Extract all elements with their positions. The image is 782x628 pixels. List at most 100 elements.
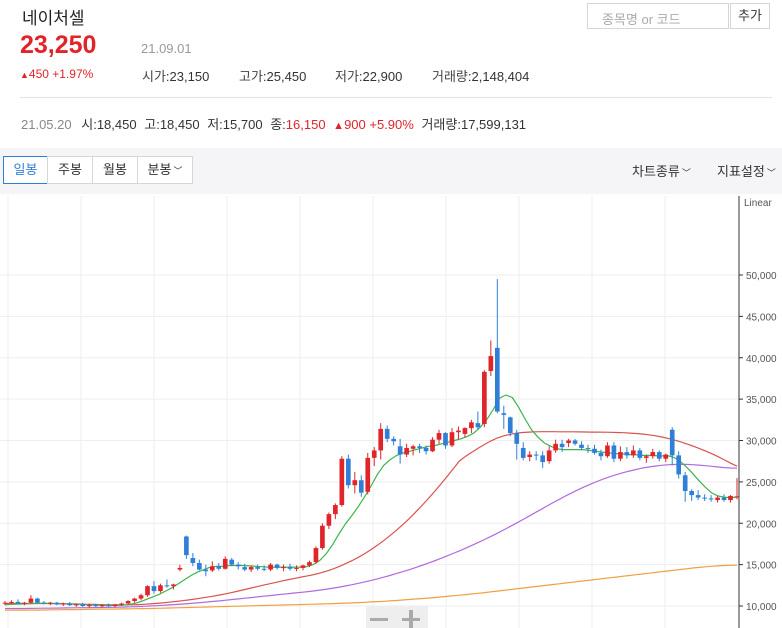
hover-volume-label: 거래량: [421, 117, 458, 132]
candle-body: [67, 603, 73, 606]
candle-body: [274, 564, 280, 568]
candle: [190, 553, 196, 567]
candle-body: [501, 413, 507, 415]
candle: [371, 447, 377, 467]
candle: [54, 601, 60, 606]
candle-body: [397, 446, 403, 455]
chart-type-menu[interactable]: 차트종류 ﹀: [632, 161, 691, 180]
zoom-bar: [366, 606, 428, 628]
hover-open-label: 시: [81, 117, 94, 132]
candle-body: [494, 347, 500, 412]
search-input[interactable]: 종목명 or 코드: [587, 3, 729, 29]
tab-monthly[interactable]: 월봉: [92, 156, 138, 184]
zoom-out-button[interactable]: [370, 618, 388, 621]
candle-body: [540, 455, 545, 463]
candle-body: [132, 598, 137, 602]
candlestick-chart[interactable]: Linear 50,000 45,000 40,000 35,000 30,000 25,…: [0, 196, 782, 628]
candle-body: [436, 433, 442, 440]
candle-body: [60, 603, 66, 605]
hover-high-label: 고: [144, 117, 157, 132]
candle-body: [592, 448, 597, 453]
candle: [482, 370, 487, 428]
hover-high: 18,450: [159, 117, 200, 132]
candle: [566, 438, 571, 448]
candle: [35, 597, 40, 604]
candle-body: [255, 567, 260, 569]
stat-label: 고가: [239, 69, 263, 84]
candle-body: [618, 452, 623, 459]
up-arrow-icon: ▲: [333, 120, 345, 132]
y-tick-label: 30,000: [746, 437, 777, 448]
candle-body: [145, 586, 150, 596]
candle-body: [605, 445, 610, 457]
candle-body: [695, 495, 701, 498]
candle: [527, 451, 533, 462]
candle-body: [164, 585, 170, 587]
candle: [242, 563, 248, 572]
candle-body: [9, 601, 14, 603]
add-button[interactable]: 추가: [730, 3, 770, 29]
y-tick-label: 10,000: [746, 602, 777, 613]
candle-body: [663, 454, 669, 459]
candle: [164, 579, 170, 588]
candle-body: [197, 562, 202, 570]
candle: [656, 450, 662, 462]
candle-body: [22, 602, 27, 604]
candle: [106, 603, 111, 607]
y-tick-label: 45,000: [746, 312, 777, 323]
candle: [585, 444, 591, 453]
candle: [248, 565, 254, 573]
candle: [391, 436, 397, 446]
tab-minute[interactable]: 분봉 ﹀: [137, 156, 193, 184]
candle-body: [28, 598, 34, 603]
candle-body: [125, 601, 131, 604]
candle: [209, 561, 215, 573]
candle-body: [656, 452, 662, 459]
candle: [618, 446, 623, 462]
hover-close: 16,150: [285, 117, 326, 132]
candle: [624, 447, 630, 459]
candle: [728, 495, 733, 503]
candle-body: [281, 567, 286, 569]
candle-body: [333, 505, 338, 515]
candle-body: [391, 438, 397, 442]
candle: [151, 581, 157, 594]
candle: [436, 429, 442, 444]
tab-weekly[interactable]: 주봉: [47, 156, 93, 184]
candle: [423, 445, 429, 455]
candle-body: [384, 428, 390, 439]
candle: [598, 449, 604, 461]
candle-body: [216, 566, 222, 569]
indicator-menu[interactable]: 지표설정 ﹀: [717, 161, 776, 180]
candle: [449, 428, 455, 448]
y-tick-label: 15,000: [746, 561, 777, 572]
candle: [22, 601, 27, 606]
candle: [119, 602, 124, 606]
stat-label: 시가: [142, 69, 166, 84]
candle-body: [611, 445, 617, 459]
candle: [197, 559, 202, 571]
hover-close-label: 종: [270, 117, 283, 132]
hover-ohlc-row: 21.05.20 시:18,450 고:18,450 저:15,700 종:16…: [21, 117, 527, 132]
y-axis-ticks: 50,000 45,000 40,000 35,000 30,000 25,000 20,0…: [739, 271, 777, 613]
candle: [663, 453, 669, 463]
stat-value: 2,148,404: [471, 69, 530, 84]
candle: [669, 427, 675, 466]
candle: [93, 603, 99, 607]
stat-high: 고가:25,450: [239, 69, 307, 84]
candle-body: [469, 422, 474, 429]
candle: [333, 503, 338, 520]
tab-daily[interactable]: 일봉: [3, 156, 48, 184]
zoom-in-button[interactable]: [402, 610, 420, 628]
candle: [222, 556, 228, 570]
candle-body: [624, 452, 630, 456]
candle: [145, 585, 150, 597]
candle-body: [41, 602, 47, 604]
candle: [235, 562, 241, 570]
candle-body: [410, 446, 416, 449]
candle: [287, 563, 293, 571]
candle-body: [533, 454, 539, 456]
candle: [261, 565, 267, 572]
candle-body: [721, 497, 727, 501]
candle: [546, 446, 552, 464]
